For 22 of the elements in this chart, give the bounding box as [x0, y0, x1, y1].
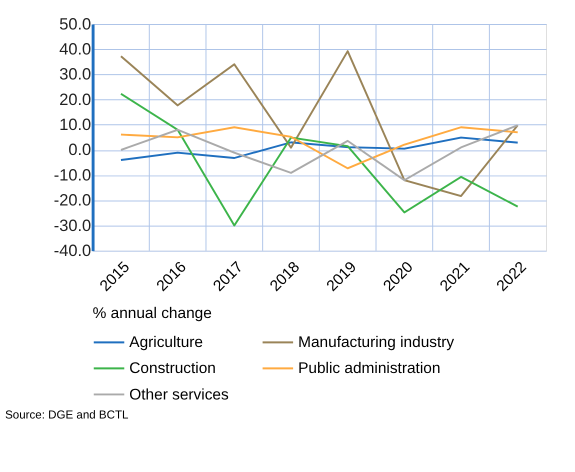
y-tick-label: -40.0	[54, 242, 92, 260]
y-tick-label: 50.0	[59, 15, 92, 34]
y-tick-label: -10.0	[54, 166, 92, 184]
legend-title: % annual change	[92, 305, 212, 322]
source-note: Source: DGE and BCTL	[5, 410, 130, 422]
legend-label: Agriculture	[129, 334, 203, 352]
y-tick-label: 10.0	[59, 116, 92, 134]
y-tick-label: -30.0	[54, 216, 92, 235]
line-series	[120, 92, 519, 226]
legend-label: Manufacturing industry	[298, 334, 454, 352]
line-series	[120, 136, 519, 161]
y-tick-label: 0.0	[68, 141, 92, 160]
legend-label: Other services	[129, 386, 229, 404]
y-tick-label: 40.0	[59, 40, 92, 58]
y-tick-label: 30.0	[59, 66, 92, 84]
line-series	[120, 126, 519, 170]
line-series	[120, 50, 519, 197]
line-series	[120, 124, 519, 182]
legend-label: Construction	[129, 360, 216, 378]
y-tick-label: -20.0	[54, 192, 92, 210]
legend-label: Public administration	[298, 360, 440, 378]
y-tick-label: 20.0	[59, 90, 92, 109]
